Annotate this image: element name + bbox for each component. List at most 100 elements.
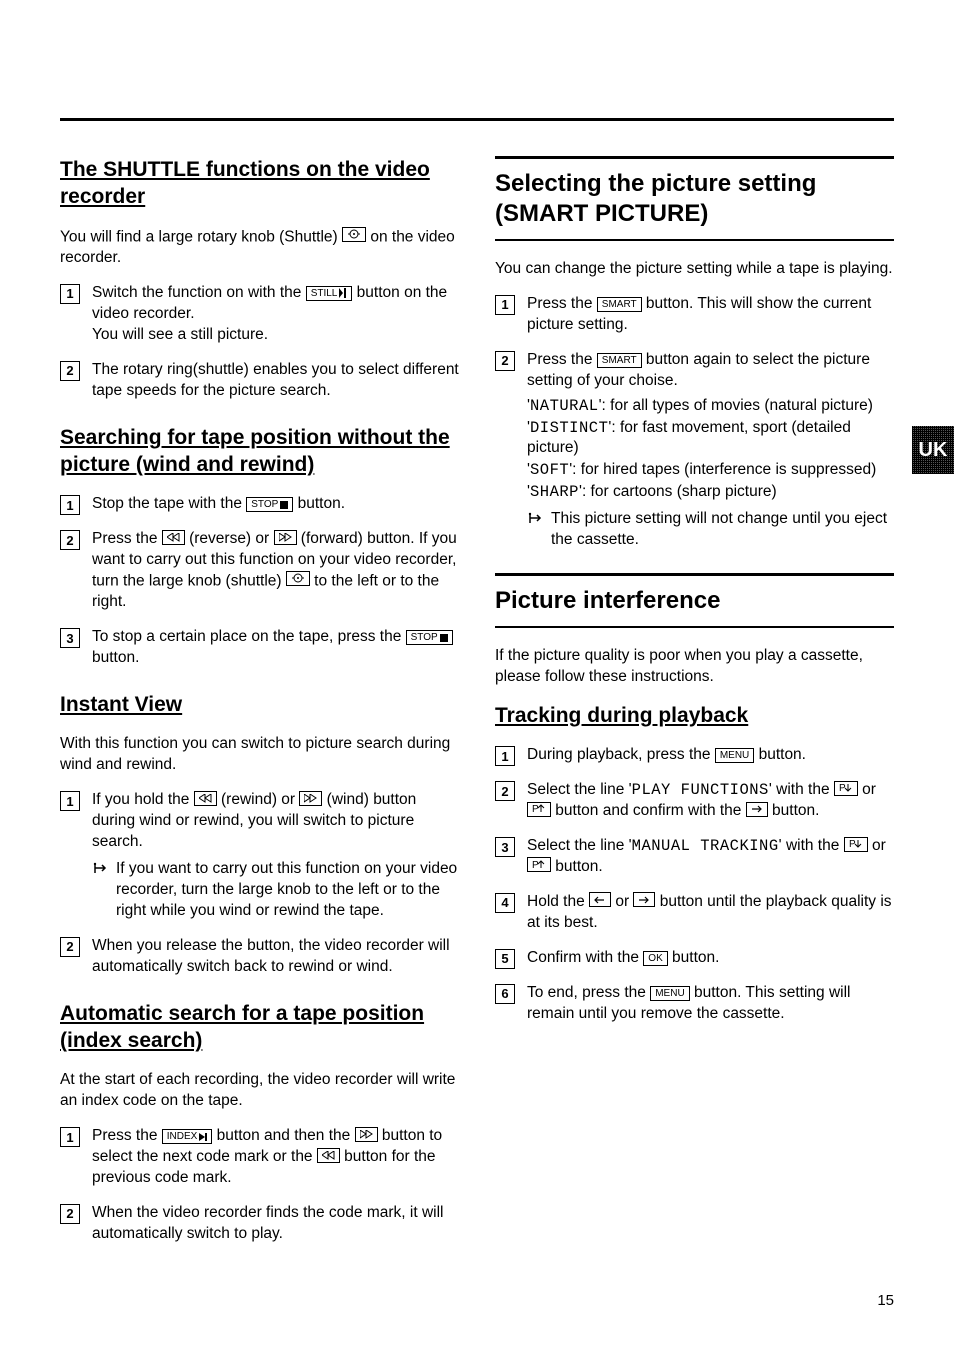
shuttle-icon [286,571,310,586]
p-down-key-icon [844,837,868,852]
menu-key: MENU [715,748,754,763]
text: button and confirm with the [551,802,746,819]
tracking-step-2: 2 Select the line 'PLAY FUNCTIONS' with … [495,780,894,822]
text: Select the line ' [527,837,632,854]
still-key: STILL [306,286,353,301]
smart-step-1: 1 Press the SMART button. This will show… [495,294,894,336]
step-number: 1 [60,1127,80,1147]
index-step-1: 1 Press the INDEX button and then the bu… [60,1126,459,1189]
step-number: 6 [495,984,515,1004]
p-down-key-icon [834,781,858,796]
text: button. [668,949,720,966]
key-label: STOP [411,631,438,644]
step-number: 4 [495,893,515,913]
left-column: The SHUTTLE functions on the video recor… [60,156,459,1267]
smart-intro: You can change the picture setting while… [495,259,894,280]
shuttle-icon [342,227,366,242]
mode-name: SHARP [530,483,579,501]
text: ': for cartoons (sharp picture) [579,483,777,500]
searching-step-1: 1 Stop the tape with the STOP button. [60,494,459,515]
shuttle-intro: You will find a large rotary knob (Shutt… [60,227,459,269]
key-label: SMART [602,298,637,311]
text: button. [768,802,820,819]
rule [495,239,894,241]
text: button. [92,649,139,666]
text: button and then the [212,1127,354,1144]
p-up-key-icon [527,802,551,817]
tracking-step-6: 6 To end, press the MENU button. This se… [495,983,894,1025]
step-number: 2 [60,530,80,550]
text: (reverse) or [185,530,274,547]
step-number: 2 [60,1204,80,1224]
heading-shuttle: The SHUTTLE functions on the video recor… [60,156,459,211]
key-label: OK [648,952,662,965]
mode-name: DISTINCT [530,419,608,437]
text: To end, press the [527,984,650,1001]
text: Press the [92,530,162,547]
right-key-icon [633,892,655,907]
menu-key: MENU [650,986,689,1001]
text: (rewind) or [217,791,300,808]
smart-step-2: 2 Press the SMART button again to select… [495,350,894,551]
page-top-rule [60,118,894,121]
step-number: 1 [495,295,515,315]
step-number: 1 [60,791,80,811]
text: ' with the [769,781,834,798]
step-number: 5 [495,949,515,969]
tracking-step-3: 3 Select the line 'MANUAL TRACKING' with… [495,836,894,878]
index-intro: At the start of each recording, the vide… [60,1070,459,1112]
heading-index-search: Automatic search for a tape position (in… [60,1000,459,1055]
forward-key-icon [355,1127,378,1142]
tip-text: If you want to carry out this function o… [116,859,459,922]
shuttle-step-2: 2 The rotary ring(shuttle) enables you t… [60,360,459,402]
step-number: 2 [60,937,80,957]
step-number: 1 [495,746,515,766]
heading-tracking: Tracking during playback [495,702,894,729]
key-label: STILL [311,287,338,300]
key-label: SMART [602,354,637,367]
text: When the video recorder finds the code m… [92,1203,459,1245]
stop-key: STOP [406,630,453,645]
step-number: 1 [60,495,80,515]
instant-step-2: 2 When you release the button, the video… [60,936,459,978]
step-number: 3 [495,837,515,857]
page-number: 15 [877,1292,894,1309]
tip: If you want to carry out this function o… [92,859,459,922]
step-number: 2 [60,361,80,381]
ok-key: OK [643,951,667,966]
text: Press the [527,351,597,368]
text: Confirm with the [527,949,643,966]
text: ' with the [779,837,844,854]
heading-instant-view: Instant View [60,691,459,718]
step-number: 3 [60,628,80,648]
language-tab: UK [912,426,954,474]
text: button. [754,746,806,763]
text: Stop the tape with the [92,495,246,512]
tab-label: UK [919,439,948,462]
text: If you hold the [92,791,194,808]
rewind-key-icon [317,1148,340,1163]
text: Press the [527,295,597,312]
text: Switch the function on with the [92,284,306,301]
text: Press the [92,1127,162,1144]
key-label: MENU [655,987,684,1000]
text: You will see a still picture. [92,326,268,343]
index-step-2: 2 When the video recorder finds the code… [60,1203,459,1245]
shuttle-step-1: 1 Switch the function on with the STILL … [60,283,459,346]
rewind-key-icon [194,791,217,806]
rule [495,573,894,576]
text: ': for all types of movies (natural pict… [599,397,873,414]
smart-key: SMART [597,353,642,368]
step-number: 2 [495,351,515,371]
text: Hold the [527,893,589,910]
rule [495,626,894,628]
tip-icon [92,861,108,875]
text: ': for hired tapes (interference is supp… [569,461,876,478]
heading-interference: Picture interference [495,586,894,616]
text: button. [293,495,345,512]
tip: This picture setting will not change unt… [527,509,894,551]
right-column: Selecting the picture setting (SMART PIC… [495,156,894,1267]
key-label: INDEX [167,1130,198,1143]
index-key: INDEX [162,1129,213,1144]
menu-line: MANUAL TRACKING [632,837,779,855]
